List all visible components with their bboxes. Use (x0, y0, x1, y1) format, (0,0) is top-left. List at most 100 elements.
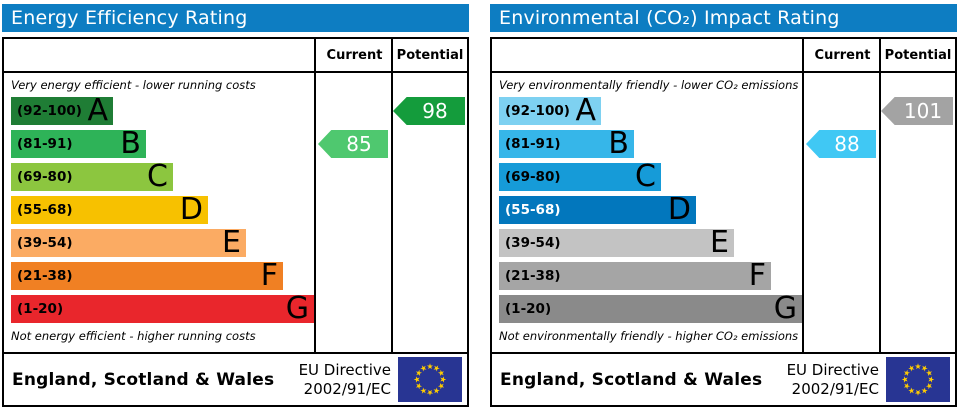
band-range-label: (81-91) (17, 136, 73, 152)
eu-directive-line1: EU Directive (298, 360, 391, 379)
band-bar-d: (55-68) D (499, 192, 696, 227)
band-range-label: (1-20) (17, 301, 64, 317)
band-bar-f: (21-38) F (499, 258, 771, 293)
band-letter: A (575, 93, 596, 128)
potential-rating-arrow: 98 (393, 97, 465, 125)
band-range-label: (55-68) (505, 202, 561, 218)
potential-rating-value: 101 (903, 99, 943, 123)
region-label: England, Scotland & Wales (12, 369, 275, 390)
eu-flag-icon (886, 357, 950, 402)
eu-directive-line1: EU Directive (786, 360, 879, 379)
panel-title-bar: Energy Efficiency Rating (2, 4, 469, 32)
region-label: England, Scotland & Wales (500, 369, 763, 390)
column-header-current: Current (326, 47, 383, 63)
column-divider (802, 39, 804, 352)
band-letter: A (87, 93, 108, 128)
band-bar-a: (92-100) A (499, 93, 601, 128)
band-row-d: (55-68) D (499, 192, 955, 227)
rating-table: Current Potential Very environmentally f… (490, 37, 957, 354)
band-bar-e: (39-54) E (11, 225, 246, 260)
rating-table: Current Potential Very energy efficient … (2, 37, 469, 354)
column-header-potential: Potential (396, 47, 464, 63)
band-row-e: (39-54) E (11, 225, 467, 260)
band-bar-c: (69-80) C (11, 159, 173, 194)
band-bar-b: (81-91) B (11, 126, 146, 161)
table-header-row: Current Potential (492, 39, 955, 73)
panel-title-bar: Environmental (CO₂) Impact Rating (490, 4, 957, 32)
band-letter: C (635, 159, 656, 194)
band-row-c: (69-80) C (499, 159, 955, 194)
band-bar-d: (55-68) D (11, 192, 208, 227)
band-bar-e: (39-54) E (499, 225, 734, 260)
band-letter: B (608, 126, 629, 161)
current-rating-arrow: 88 (806, 130, 876, 158)
band-row-f: (21-38) F (11, 258, 467, 293)
band-range-label: (55-68) (17, 202, 73, 218)
band-row-e: (39-54) E (499, 225, 955, 260)
current-rating-value: 88 (834, 132, 860, 156)
band-bar-a: (92-100) A (11, 93, 113, 128)
panel-footer: England, Scotland & Wales EU Directive 2… (2, 352, 469, 407)
band-row-c: (69-80) C (11, 159, 467, 194)
band-letter: G (773, 291, 797, 326)
panel-title: Environmental (CO₂) Impact Rating (499, 7, 840, 29)
band-row-f: (21-38) F (499, 258, 955, 293)
band-row-a: (92-100) A (499, 93, 955, 128)
panel-footer: England, Scotland & Wales EU Directive 2… (490, 352, 957, 407)
energy-efficiency-panel: Energy Efficiency Rating Current Potenti… (2, 4, 469, 407)
band-letter: D (179, 192, 203, 227)
potential-rating-arrow: 101 (881, 97, 953, 125)
eu-flag-icon (398, 357, 462, 402)
top-note: Very energy efficient - lower running co… (11, 78, 256, 92)
band-range-label: (39-54) (17, 235, 73, 251)
band-range-label: (92-100) (505, 103, 570, 119)
band-letter: C (147, 159, 168, 194)
rating-scale: Very energy efficient - lower running co… (4, 73, 467, 352)
current-rating-value: 85 (346, 132, 372, 156)
band-range-label: (81-91) (505, 136, 561, 152)
potential-rating-value: 98 (422, 99, 448, 123)
band-bar-f: (21-38) F (11, 258, 283, 293)
band-bar-c: (69-80) C (499, 159, 661, 194)
table-header-row: Current Potential (4, 39, 467, 73)
band-letter: E (222, 225, 241, 260)
column-divider (314, 39, 316, 352)
band-row-a: (92-100) A (11, 93, 467, 128)
band-bar-g: (1-20) G (11, 291, 314, 326)
eu-directive-text: EU Directive 2002/91/EC (299, 361, 391, 399)
environmental-impact-panel: Environmental (CO₂) Impact Rating Curren… (490, 4, 957, 407)
panel-title: Energy Efficiency Rating (11, 7, 248, 29)
band-bar-g: (1-20) G (499, 291, 802, 326)
bottom-note: Not environmentally friendly - higher CO… (499, 329, 799, 343)
band-letter: F (748, 258, 766, 293)
band-range-label: (39-54) (505, 235, 561, 251)
band-range-label: (69-80) (505, 169, 561, 185)
eu-directive-line2: 2002/91/EC (303, 379, 391, 398)
column-divider (391, 39, 393, 352)
band-row-b: (81-91) B (499, 126, 955, 161)
eu-directive-line2: 2002/91/EC (791, 379, 879, 398)
band-range-label: (92-100) (17, 103, 82, 119)
band-letter: B (120, 126, 141, 161)
band-row-g: (1-20) G (11, 291, 467, 326)
band-letter: F (260, 258, 278, 293)
rating-scale: Very environmentally friendly - lower CO… (492, 73, 955, 352)
band-range-label: (21-38) (17, 268, 73, 284)
band-letter: E (710, 225, 729, 260)
column-divider (879, 39, 881, 352)
bottom-note: Not energy efficient - higher running co… (11, 329, 256, 343)
band-range-label: (21-38) (505, 268, 561, 284)
band-range-label: (1-20) (505, 301, 552, 317)
current-rating-arrow: 85 (318, 130, 388, 158)
band-range-label: (69-80) (17, 169, 73, 185)
top-note: Very environmentally friendly - lower CO… (499, 78, 799, 92)
band-row-b: (81-91) B (11, 126, 467, 161)
band-letter: G (285, 291, 309, 326)
band-row-d: (55-68) D (11, 192, 467, 227)
column-header-current: Current (814, 47, 871, 63)
band-row-g: (1-20) G (499, 291, 955, 326)
eu-directive-text: EU Directive 2002/91/EC (787, 361, 879, 399)
band-bar-b: (81-91) B (499, 126, 634, 161)
band-letter: D (667, 192, 691, 227)
column-header-potential: Potential (884, 47, 952, 63)
